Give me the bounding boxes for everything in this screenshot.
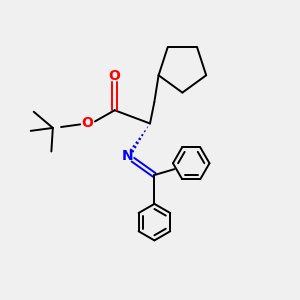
Text: O: O bbox=[109, 69, 121, 83]
Text: O: O bbox=[81, 116, 93, 130]
Text: N: N bbox=[122, 149, 134, 163]
